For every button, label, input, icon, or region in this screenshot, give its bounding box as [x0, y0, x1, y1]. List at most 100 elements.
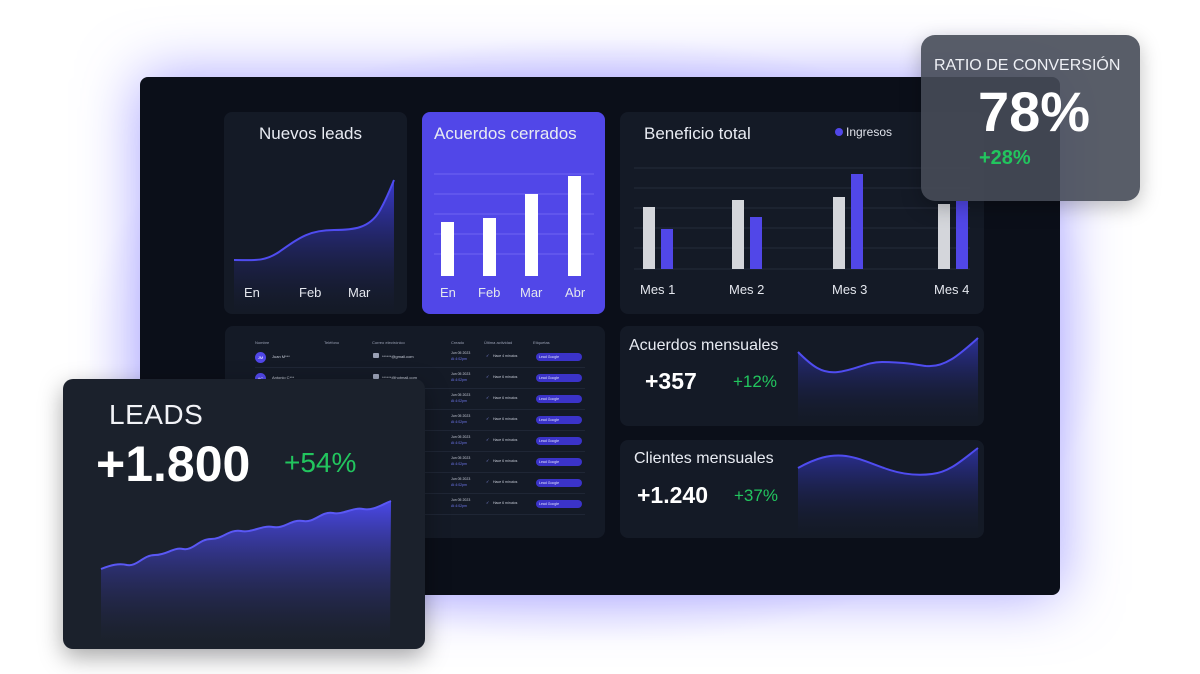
created-time: At 4:02pm	[451, 357, 467, 361]
clientes-mensuales-change: +37%	[734, 486, 778, 505]
th-nombre[interactable]: Nombre	[255, 340, 270, 345]
acuerdos-mensuales-card[interactable]: Acuerdos mensuales +357 +12%	[620, 326, 984, 426]
ratio-label: RATIO DE CONVERSIÓN	[934, 57, 1121, 74]
table-row[interactable]: JM Juan M*** ******@gmail.com Jun 05 2023 At…	[255, 348, 585, 368]
tag-badge[interactable]: Lead Google	[536, 374, 582, 382]
beneficio-bar-gray-1[interactable]	[643, 207, 655, 269]
acuerdos-bar-feb[interactable]	[483, 218, 496, 276]
acuerdos-bar-en[interactable]	[441, 222, 454, 276]
beneficio-bar-gray-2[interactable]	[732, 200, 744, 269]
lead-name: Juan M***	[272, 354, 290, 359]
ingresos-legend-label: Ingresos	[846, 125, 893, 139]
check-icon: ✓	[486, 500, 490, 505]
table-header: Nombre Teléfono Correo electrónico Cread…	[225, 340, 605, 350]
acuerdos-gridlines	[434, 173, 594, 255]
avatar: AC	[255, 373, 266, 384]
created-date: Jun 05 2023	[451, 414, 471, 418]
leads-value: +1.800	[96, 436, 251, 492]
tag-badge[interactable]: Lead Google	[536, 353, 582, 361]
nuevos-leads-area	[234, 180, 394, 314]
lead-email: ******@hotmail.com	[382, 375, 417, 380]
tag-badge[interactable]: Lead Google	[536, 500, 582, 508]
beneficio-bar-gray-4[interactable]	[938, 204, 950, 269]
leads-line	[100, 500, 392, 570]
ingresos-bar-1[interactable]	[661, 229, 673, 269]
acuerdos-xlabel-3: Abr	[565, 285, 586, 300]
ratio-overlay-card[interactable]: RATIO DE CONVERSIÓN 78% +28%	[921, 35, 1140, 201]
ingresos-bar-4[interactable]	[956, 201, 968, 269]
created-date: Jun 05 2023	[451, 477, 471, 481]
created-time: At 4:02pm	[451, 504, 467, 508]
th-email[interactable]: Correo electrónico	[372, 340, 405, 345]
tag-badge[interactable]: Lead Google	[536, 458, 582, 466]
check-icon: ✓	[486, 458, 490, 463]
lead-name: Antonio C***	[272, 375, 295, 380]
tag-badge[interactable]: Lead Google	[536, 479, 582, 487]
created-date: Jun 05 2023	[451, 393, 471, 397]
created-time: At 4:02pm	[451, 420, 467, 424]
nuevos-leads-xlabel-1: Feb	[299, 285, 322, 300]
acuerdos-mensuales-change: +12%	[733, 372, 777, 391]
check-icon: ✓	[486, 353, 490, 358]
acuerdos-mensuales-value: +357	[645, 368, 697, 394]
last-activity: Hace 6 minutos	[493, 438, 518, 442]
beneficio-bar-gray-3[interactable]	[833, 197, 845, 269]
clientes-mensuales-sparkline	[797, 447, 979, 538]
last-activity: Hace 6 minutos	[493, 480, 518, 484]
th-telefono[interactable]: Teléfono	[324, 340, 340, 345]
last-activity: Hace 6 minutos	[493, 501, 518, 505]
acuerdos-mensuales-area	[798, 338, 978, 426]
check-icon: ✓	[486, 374, 490, 379]
th-etiquetas[interactable]: Etiquetas	[533, 340, 550, 345]
clientes-mensuales-area	[798, 448, 978, 538]
tag-badge[interactable]: Lead Google	[536, 395, 582, 403]
th-actividad[interactable]: Última actividad	[484, 340, 513, 345]
clientes-mensuales-line	[797, 447, 979, 476]
leads-label: LEADS	[109, 399, 204, 430]
nuevos-leads-xlabel-2: Mar	[348, 285, 371, 300]
tag-badge[interactable]: Lead Google	[536, 416, 582, 424]
ingresos-legend-dot	[835, 128, 843, 136]
lead-email: ******@gmail.com	[382, 354, 414, 359]
leads-area	[101, 501, 391, 641]
last-activity: Hace 6 minutos	[493, 375, 518, 379]
beneficio-total-card[interactable]: Beneficio total Ingresos Mes 1 Mes 2 Mes…	[620, 112, 984, 314]
beneficio-total-title: Beneficio total	[644, 124, 751, 143]
clientes-mensuales-card[interactable]: Clientes mensuales +1.240 +37%	[620, 440, 984, 538]
ingresos-bar-2[interactable]	[750, 217, 762, 269]
tag-badge[interactable]: Lead Google	[536, 437, 582, 445]
last-activity: Hace 6 minutos	[493, 417, 518, 421]
mail-icon	[373, 374, 379, 379]
acuerdos-xlabel-0: En	[440, 285, 456, 300]
last-activity: Hace 4 minutos	[493, 354, 518, 358]
nuevos-leads-area-chart	[233, 179, 395, 314]
beneficio-gridlines	[634, 167, 970, 270]
th-creado[interactable]: Creado	[451, 340, 465, 345]
beneficio-xlabel-2: Mes 3	[832, 282, 868, 297]
acuerdos-bar-abr[interactable]	[568, 176, 581, 276]
beneficio-xlabel-1: Mes 2	[729, 282, 765, 297]
acuerdos-mensuales-sparkline	[797, 337, 979, 426]
acuerdos-cerrados-card[interactable]: Acuerdos cerrados En Feb Mar Abr	[422, 112, 605, 314]
acuerdos-bar-mar[interactable]	[525, 194, 538, 276]
last-activity: Hace 6 minutos	[493, 459, 518, 463]
acuerdos-cerrados-bar-chart	[434, 173, 594, 276]
ratio-change: +28%	[979, 147, 1031, 169]
nuevos-leads-line	[233, 179, 395, 262]
ingresos-bar-3[interactable]	[851, 174, 863, 269]
leads-overlay-card[interactable]: LEADS +1.800 +54%	[63, 379, 425, 649]
clientes-mensuales-value: +1.240	[637, 482, 708, 508]
nuevos-leads-card[interactable]: Nuevos leads En Feb Mar	[224, 112, 407, 314]
nuevos-leads-xlabel-0: En	[244, 285, 260, 300]
clientes-mensuales-title: Clientes mensuales	[634, 450, 774, 467]
last-activity: Hace 6 minutos	[493, 396, 518, 400]
nuevos-leads-title: Nuevos leads	[259, 124, 363, 143]
created-date: Jun 05 2023	[451, 498, 471, 502]
created-date: Jun 05 2023	[451, 456, 471, 460]
acuerdos-mensuales-title: Acuerdos mensuales	[629, 337, 779, 354]
created-time: At 4:02pm	[451, 483, 467, 487]
check-icon: ✓	[486, 416, 490, 421]
created-time: At 4:02pm	[451, 378, 467, 382]
created-time: At 4:02pm	[451, 399, 467, 403]
created-date: Jun 05 2023	[451, 351, 471, 355]
